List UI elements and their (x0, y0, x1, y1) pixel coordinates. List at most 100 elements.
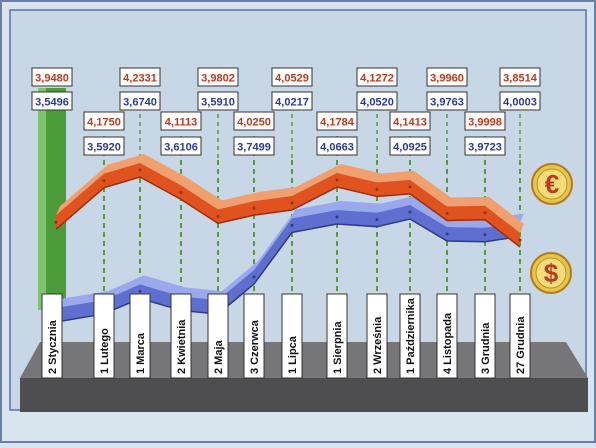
category-plate (281, 293, 303, 379)
category-label: 1 Lutego (99, 328, 111, 374)
eur-value-label: 4,1413 (393, 117, 427, 129)
usd-data-point (375, 218, 379, 222)
eur-value-label-box (389, 111, 431, 131)
eur-data-point (54, 220, 58, 224)
category-plate (474, 293, 496, 379)
dollar-icon-rim (535, 257, 567, 289)
category-plate (243, 293, 265, 379)
eur-data-point (179, 190, 183, 194)
usd-data-point (290, 223, 294, 227)
category-label: 4 Listopada (442, 312, 454, 374)
usd-value-label: 3,6106 (164, 142, 198, 154)
eur-value-label-box (464, 111, 506, 131)
eur-series-edge (55, 176, 521, 248)
base-front (20, 378, 588, 412)
eur-data-point (290, 201, 294, 205)
eur-value-label-box (197, 67, 239, 87)
usd-data-point (252, 275, 256, 279)
eur-value-label: 4,1750 (87, 117, 121, 129)
category-plate (326, 293, 348, 379)
usd-value-label-box (389, 136, 431, 156)
euro-icon: € (545, 169, 559, 199)
usd-value-label: 4,0003 (503, 97, 537, 109)
usd-value-label: 4,0925 (393, 142, 427, 154)
usd-value-label-box (499, 91, 541, 111)
eur-value-label: 4,1784 (320, 117, 355, 129)
eur-value-label-box (271, 67, 313, 87)
eur-value-label: 3,9960 (430, 73, 464, 85)
eur-data-point (375, 187, 379, 191)
category-plate (399, 293, 421, 379)
first-column-highlight (38, 88, 46, 310)
eur-value-label: 4,0529 (275, 73, 309, 85)
usd-data-point (138, 289, 142, 293)
category-plate (509, 293, 531, 379)
eur-value-label: 3,9802 (201, 73, 235, 85)
eur-data-point (335, 178, 339, 182)
eur-value-label: 4,1113 (165, 117, 197, 129)
usd-value-label-box (464, 136, 506, 156)
eur-value-label: 3,8514 (503, 73, 538, 85)
usd-value-label-box (316, 136, 358, 156)
eur-value-label-box (499, 67, 541, 87)
category-plate (93, 293, 115, 379)
eur-series-top-face (56, 154, 524, 233)
eur-value-label-box (316, 111, 358, 131)
eur-data-point (408, 185, 412, 189)
usd-value-label: 3,5496 (35, 97, 69, 109)
category-label: 1 Lipca (287, 335, 299, 374)
usd-value-label: 4,0520 (360, 97, 394, 109)
category-label: 1 Marca (135, 332, 147, 374)
category-plate (41, 293, 63, 379)
euro-icon-rim (536, 168, 568, 200)
eur-value-label-box (83, 111, 125, 131)
eur-value-label: 4,2331 (123, 73, 157, 85)
usd-value-label-box (426, 91, 468, 111)
usd-value-label: 3,9723 (468, 142, 502, 154)
usd-data-point (445, 232, 449, 236)
usd-value-label: 3,5910 (201, 97, 235, 109)
eur-data-point (102, 179, 106, 183)
eur-data-point (518, 238, 522, 242)
usd-value-label: 4,0217 (275, 97, 309, 109)
eur-data-point (445, 211, 449, 215)
category-label: 2 Maja (213, 339, 225, 374)
category-plate (436, 293, 458, 379)
category-plate (170, 293, 192, 379)
category-label: 2 Kwietnia (176, 319, 188, 374)
category-label: 2 Września (372, 316, 384, 374)
eur-value-label: 3,9998 (468, 117, 502, 129)
eur-value-label: 4,1272 (360, 73, 394, 85)
category-label: 1 Sierpnia (332, 321, 344, 374)
category-label: 27 Grudnia (515, 316, 527, 374)
usd-value-label: 3,6740 (123, 97, 157, 109)
eur-value-label-box (426, 67, 468, 87)
usd-data-point (483, 233, 487, 237)
category-plate (207, 293, 229, 379)
eur-value-label-box (119, 67, 161, 87)
category-label: 1 Października (405, 297, 417, 374)
eur-value-label: 4,0250 (237, 117, 271, 129)
category-label: 2 Stycznia (47, 319, 59, 374)
eur-data-point (216, 214, 220, 218)
eur-value-label: 3,9480 (35, 73, 69, 85)
usd-value-label: 4,0663 (320, 142, 354, 154)
usd-value-label-box (160, 136, 202, 156)
eur-data-point (138, 168, 142, 172)
eur-value-label-box (356, 67, 398, 87)
usd-value-label: 3,5920 (87, 142, 121, 154)
eur-series-front-face (56, 163, 520, 247)
usd-value-label-box (271, 91, 313, 111)
usd-value-label: 3,7499 (237, 142, 271, 154)
usd-value-label-box (233, 136, 275, 156)
usd-value-label-box (356, 91, 398, 111)
category-plate (129, 293, 151, 379)
usd-value-label-box (119, 91, 161, 111)
eur-value-label-box (160, 111, 202, 131)
usd-value-label-box (31, 91, 73, 111)
usd-value-label: 3,9763 (430, 97, 464, 109)
usd-value-label-box (197, 91, 239, 111)
